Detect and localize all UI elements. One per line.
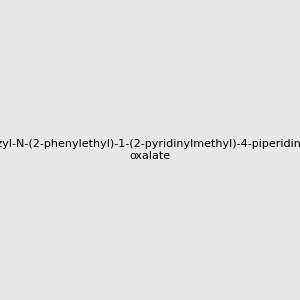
- Text: N-benzyl-N-(2-phenylethyl)-1-(2-pyridinylmethyl)-4-piperidinamine oxalate: N-benzyl-N-(2-phenylethyl)-1-(2-pyridiny…: [0, 139, 300, 161]
